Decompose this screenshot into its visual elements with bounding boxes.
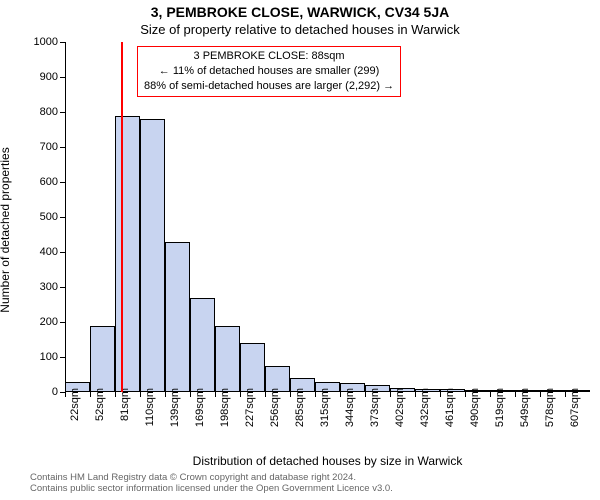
x-tick-label: 549sqm [519, 388, 531, 443]
y-tick [60, 217, 65, 218]
y-tick-label: 100 [20, 351, 58, 363]
annotation-line: ← 11% of detached houses are smaller (29… [144, 64, 394, 79]
x-tick-label: 490sqm [469, 388, 481, 443]
x-tick-label: 607sqm [569, 388, 581, 443]
annotation-box: 3 PEMBROKE CLOSE: 88sqm← 11% of detached… [137, 46, 401, 97]
y-tick [60, 147, 65, 148]
x-tick [540, 392, 541, 397]
x-tick-label: 81sqm [119, 388, 131, 443]
y-tick-label: 600 [20, 176, 58, 188]
x-tick [190, 392, 191, 397]
x-tick-label: 402sqm [394, 388, 406, 443]
histogram-bar [90, 326, 115, 393]
x-tick-label: 198sqm [219, 388, 231, 443]
y-axis-label: Number of detached properties [0, 40, 12, 420]
footer-line-1: Contains HM Land Registry data © Crown c… [30, 472, 393, 483]
x-tick-label: 139sqm [169, 388, 181, 443]
y-tick-label: 500 [20, 211, 58, 223]
x-tick [115, 392, 116, 397]
x-tick-label: 461sqm [444, 388, 456, 443]
y-tick [60, 322, 65, 323]
annotation-line: 88% of semi-detached houses are larger (… [144, 79, 394, 94]
y-tick-label: 900 [20, 71, 58, 83]
x-tick [390, 392, 391, 397]
histogram-bar [240, 343, 265, 392]
x-tick-label: 110sqm [144, 388, 156, 443]
y-tick [60, 42, 65, 43]
x-tick [315, 392, 316, 397]
x-tick-label: 256sqm [269, 388, 281, 443]
x-tick [165, 392, 166, 397]
histogram-bar [215, 326, 240, 393]
histogram-bar [165, 242, 190, 393]
x-tick [565, 392, 566, 397]
y-tick [60, 182, 65, 183]
x-tick [415, 392, 416, 397]
y-tick [60, 252, 65, 253]
x-tick-label: 344sqm [344, 388, 356, 443]
footer-attribution: Contains HM Land Registry data © Crown c… [30, 472, 393, 495]
x-tick [515, 392, 516, 397]
y-tick [60, 112, 65, 113]
x-tick [65, 392, 66, 397]
x-tick-label: 169sqm [194, 388, 206, 443]
x-tick-label: 227sqm [244, 388, 256, 443]
x-tick [265, 392, 266, 397]
histogram-bar [115, 116, 140, 393]
y-tick-label: 1000 [20, 36, 58, 48]
y-tick [60, 77, 65, 78]
x-tick [290, 392, 291, 397]
y-tick-label: 800 [20, 106, 58, 118]
x-tick [140, 392, 141, 397]
x-tick [240, 392, 241, 397]
histogram-bar [140, 119, 165, 392]
x-tick-label: 519sqm [494, 388, 506, 443]
histogram-bar [190, 298, 215, 393]
reference-line [121, 42, 123, 392]
y-tick-label: 700 [20, 141, 58, 153]
chart-subtitle: Size of property relative to detached ho… [0, 22, 600, 37]
y-axis [65, 42, 66, 392]
x-tick-label: 315sqm [319, 388, 331, 443]
chart-plot-area: 0100200300400500600700800900100022sqm52s… [65, 42, 590, 392]
x-tick-label: 285sqm [294, 388, 306, 443]
annotation-line: 3 PEMBROKE CLOSE: 88sqm [144, 49, 394, 64]
y-tick-label: 0 [20, 386, 58, 398]
y-tick [60, 357, 65, 358]
x-tick [215, 392, 216, 397]
x-tick-label: 52sqm [94, 388, 106, 443]
x-tick [340, 392, 341, 397]
y-tick-label: 200 [20, 316, 58, 328]
x-axis-label: Distribution of detached houses by size … [65, 454, 590, 468]
x-tick [90, 392, 91, 397]
x-tick-label: 578sqm [544, 388, 556, 443]
y-tick [60, 287, 65, 288]
x-tick-label: 432sqm [419, 388, 431, 443]
page-title: 3, PEMBROKE CLOSE, WARWICK, CV34 5JA [0, 4, 600, 20]
footer-line-2: Contains public sector information licen… [30, 483, 393, 494]
y-tick-label: 400 [20, 246, 58, 258]
x-tick-label: 22sqm [69, 388, 81, 443]
x-tick [365, 392, 366, 397]
y-tick-label: 300 [20, 281, 58, 293]
x-tick-label: 373sqm [369, 388, 381, 443]
x-tick [440, 392, 441, 397]
x-tick [490, 392, 491, 397]
x-tick [465, 392, 466, 397]
